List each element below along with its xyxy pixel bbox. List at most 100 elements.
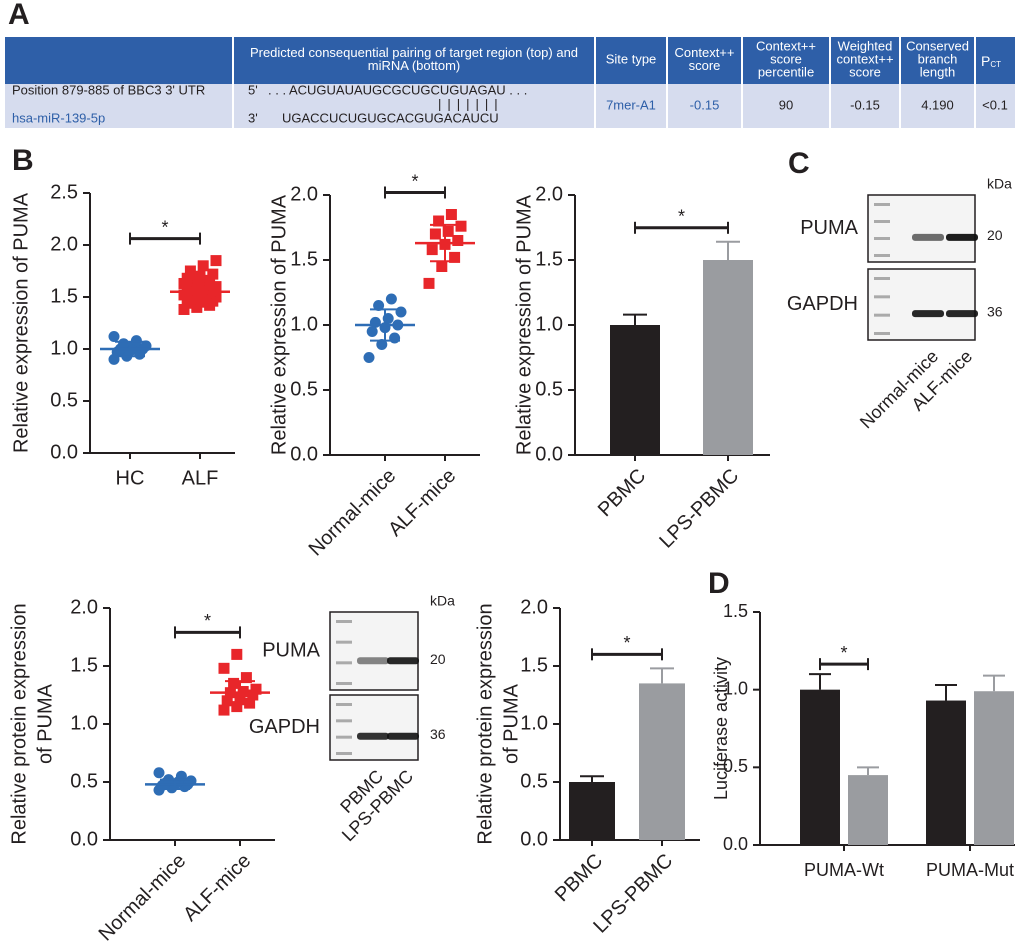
- y-tick-label: 1.0: [290, 313, 318, 335]
- x-tick-label: PUMA-Wt: [804, 860, 884, 880]
- ladder-band: [336, 703, 352, 706]
- blot-row-label: PUMA: [262, 639, 320, 661]
- data-point: [423, 277, 435, 289]
- table-cell: 7mer-A1: [606, 97, 656, 112]
- data-point: [184, 265, 196, 277]
- data-point: [231, 701, 243, 713]
- x-tick-label: Normal-mice: [305, 465, 401, 561]
- table-header: Site type: [606, 51, 657, 66]
- y-tick-label: 2.0: [520, 596, 548, 618]
- seq-end: 5': [248, 82, 258, 97]
- data-point: [221, 695, 233, 707]
- x-tick-label: ALF: [182, 467, 219, 489]
- ladder-band: [874, 237, 890, 240]
- seq-bottom: UGACCUCUGUGCACGUGACAUCU: [282, 110, 499, 125]
- table-cell: Position 879-885 of BBC3 3' UTR: [12, 82, 205, 97]
- y-tick-label: 0.0: [70, 828, 98, 850]
- data-point: [108, 331, 120, 343]
- ladder-band: [336, 620, 352, 623]
- blot-row-label: GAPDH: [249, 716, 320, 738]
- data-point: [395, 306, 407, 318]
- table-header-main: P: [981, 53, 990, 69]
- bar: [926, 700, 966, 845]
- y-tick-label: 2.5: [50, 181, 78, 203]
- band: [946, 310, 978, 318]
- y-tick-label: 1.5: [520, 654, 548, 676]
- table-header: Weighted: [838, 38, 893, 53]
- data-point: [436, 261, 448, 272]
- band: [357, 657, 389, 665]
- y-tick-label: 0.5: [520, 770, 548, 792]
- ladder-band: [336, 661, 352, 665]
- x-tick-label: PBMC: [551, 850, 607, 906]
- ladder-band: [874, 254, 890, 257]
- y-axis-label: Relative expression of PUMA: [10, 192, 32, 453]
- data-point: [366, 326, 378, 337]
- data-point: [153, 767, 165, 779]
- data-point: [194, 270, 206, 282]
- blot-size: 36: [430, 726, 446, 742]
- table-header: length: [920, 64, 955, 79]
- y-tick-label: 1.0: [70, 712, 98, 734]
- data-point: [207, 268, 219, 280]
- table-header: branch: [918, 51, 958, 66]
- blot-size: 20: [430, 651, 446, 667]
- significance-label: *: [840, 643, 847, 663]
- data-point: [210, 255, 222, 267]
- bar: [569, 782, 615, 840]
- significance-label: *: [678, 207, 685, 227]
- y-tick-label: 0.0: [50, 441, 78, 463]
- data-point: [455, 220, 467, 232]
- data-point: [197, 260, 209, 272]
- ladder-band: [874, 295, 890, 299]
- band: [387, 657, 419, 665]
- y-axis-label: Relative protein expression: [474, 603, 496, 844]
- x-tick-label: HC: [116, 467, 145, 489]
- x-tick-label: ALF-mice: [179, 850, 255, 926]
- blot-box: [867, 268, 976, 341]
- bar: [703, 260, 753, 455]
- y-tick-label: 1.5: [535, 248, 563, 270]
- x-tick-label: PUMA-Mut: [926, 860, 1014, 880]
- panel-label: B: [12, 144, 34, 177]
- data-point: [385, 293, 397, 305]
- table-cell: <0.1: [982, 97, 1008, 112]
- data-point: [204, 274, 216, 286]
- data-point: [376, 339, 388, 350]
- x-tick-label: PBMC: [594, 465, 650, 521]
- table-cell: -0.15: [850, 97, 880, 112]
- table-row-bg: [5, 84, 1015, 128]
- band: [912, 233, 944, 241]
- data-point: [389, 332, 401, 344]
- table-header: Conserved: [906, 38, 969, 53]
- bar: [800, 689, 840, 845]
- ladder-band: [336, 682, 352, 685]
- data-point: [363, 352, 375, 363]
- significance-label: *: [161, 217, 168, 237]
- y-tick-label: 0.5: [50, 389, 78, 411]
- ladder-band: [336, 640, 352, 644]
- data-point: [452, 235, 464, 246]
- y-tick-label: 1.0: [535, 313, 563, 335]
- data-point: [442, 225, 454, 237]
- panel-label: A: [8, 0, 30, 31]
- y-axis-label: Relative expression of PUMA: [513, 194, 535, 455]
- table-header: score: [770, 51, 802, 66]
- data-point: [218, 662, 230, 674]
- x-tick-label: Normal-mice: [95, 850, 191, 946]
- y-axis-label: of PUMA: [34, 683, 56, 764]
- data-point: [449, 251, 461, 263]
- y-tick-label: 1.0: [723, 678, 748, 698]
- seq-end: 3': [248, 110, 258, 125]
- data-point: [130, 335, 142, 347]
- y-tick-label: 0.5: [723, 756, 748, 776]
- data-point: [218, 704, 230, 716]
- bar: [639, 683, 685, 840]
- y-tick-label: 0.0: [723, 834, 748, 854]
- data-point: [210, 291, 222, 303]
- bar: [848, 775, 888, 845]
- y-tick-label: 1.5: [70, 654, 98, 676]
- ladder-band: [874, 313, 890, 317]
- data-point: [250, 683, 262, 695]
